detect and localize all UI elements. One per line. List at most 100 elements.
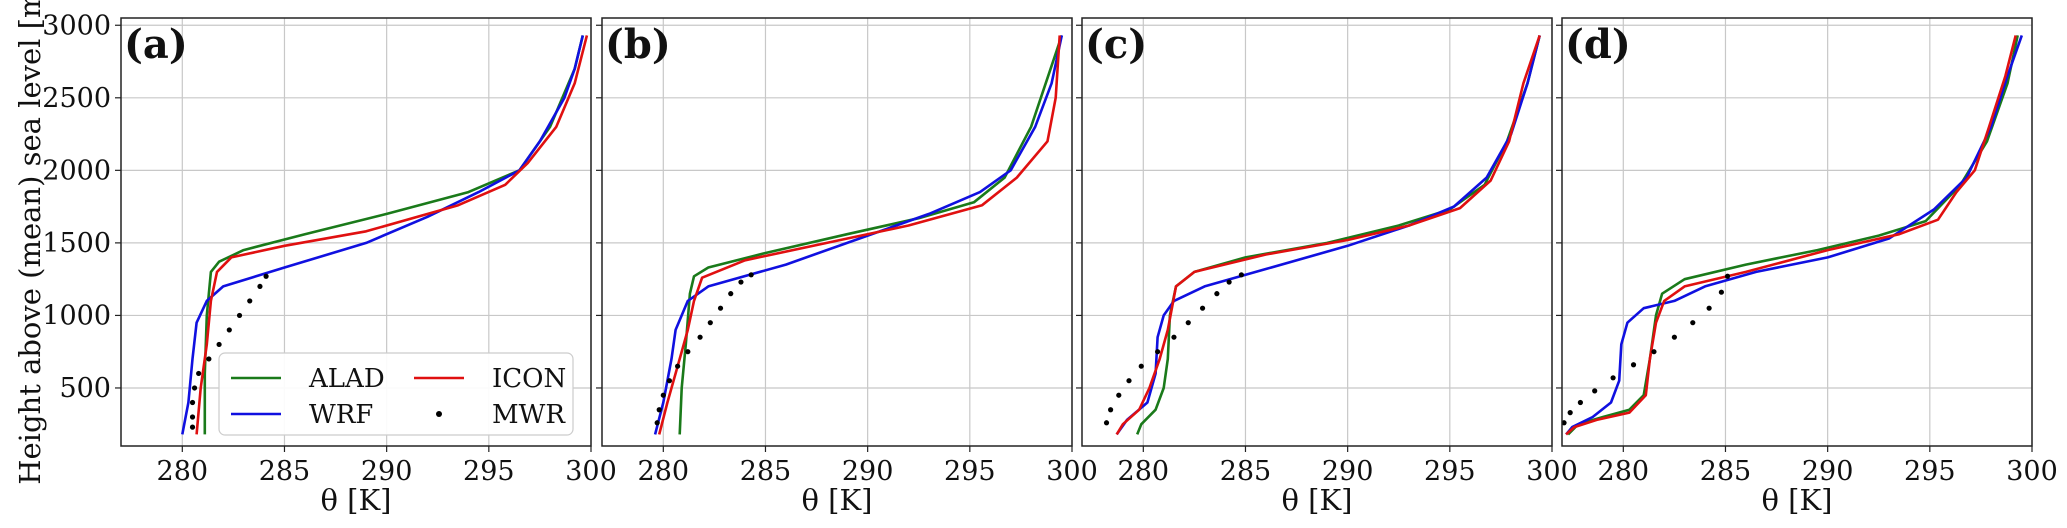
data-point	[717, 305, 724, 311]
data-point	[236, 312, 243, 319]
data-point	[654, 420, 660, 426]
data-point	[748, 272, 754, 278]
plot-frame	[120, 17, 592, 447]
data-point	[1610, 375, 1616, 381]
data-point	[666, 378, 673, 384]
series-line-icon	[1565, 35, 2017, 436]
x-tick-label: 290	[1802, 456, 1854, 487]
legend-marker	[436, 411, 442, 417]
x-tick-label: 300	[2006, 456, 2058, 487]
plot-frame	[1081, 17, 1553, 447]
data-point	[216, 341, 222, 348]
data-point	[257, 283, 263, 290]
x-tick-label: 285	[259, 456, 311, 487]
panel-label: (a)	[124, 21, 188, 68]
data-point	[189, 414, 196, 420]
x-tick-label: 300	[565, 456, 617, 487]
x-axis-title: θ [K]	[321, 483, 392, 517]
y-tick-label: 3000	[42, 10, 111, 41]
data-point	[1126, 378, 1132, 384]
legend-item-wrf: WRF	[231, 400, 373, 430]
data-point	[196, 370, 202, 377]
x-axis-title: θ [K]	[1762, 483, 1833, 517]
y-tick-label: 2500	[42, 83, 111, 114]
x-tick-label: 280	[638, 456, 690, 487]
data-point	[1185, 320, 1191, 326]
panel-1: 280 285 290 295 300 500 1000 1500 2000 2500 3000 θ …	[42, 10, 616, 517]
data-point	[1226, 279, 1232, 285]
y-tick-label: 2000	[42, 155, 111, 186]
series-line-alad	[678, 34, 1064, 435]
legend-item-icon: ICON	[414, 364, 566, 394]
data-point	[656, 407, 662, 413]
series-mwr	[654, 272, 754, 426]
x-tick-label: 280	[1598, 456, 1650, 487]
y-tick-label: 1500	[42, 228, 111, 259]
series-line-wrf	[1565, 34, 2024, 436]
data-point	[1577, 399, 1583, 406]
x-tick-label: 300	[1046, 456, 1098, 487]
data-point	[1155, 349, 1161, 355]
data-point	[1138, 363, 1144, 369]
plot-frame	[1561, 17, 2033, 447]
plot-frame	[601, 17, 1073, 447]
data-point	[738, 279, 744, 285]
y-tick-label: 1000	[42, 300, 111, 331]
data-point	[1116, 392, 1122, 398]
series-line-alad	[1567, 35, 2019, 436]
data-point	[1108, 407, 1114, 413]
legend-label: WRF	[309, 400, 373, 430]
x-tick-label: 290	[361, 456, 413, 487]
data-point	[189, 399, 196, 406]
x-tick-label: 295	[463, 456, 515, 487]
panel-label: (c)	[1085, 21, 1147, 68]
x-axis-title: θ [K]	[1282, 483, 1353, 517]
legend-label: ICON	[492, 364, 566, 394]
legend: ALAD WRF ICON MWR	[218, 352, 574, 436]
chart-root: Height above (mean) sea level [m] 280 285 2…	[13, 0, 2058, 517]
legend-label: ALAD	[308, 364, 385, 394]
panel-label: (d)	[1565, 21, 1631, 68]
data-point	[685, 349, 691, 355]
x-tick-label: 290	[1322, 456, 1374, 487]
panel-4: 280 285 290 295 300 θ [K] (d)	[1556, 17, 2058, 517]
y-tick-label: 500	[59, 373, 111, 404]
x-tick-label: 295	[1904, 456, 1956, 487]
x-tick-label: 280	[1118, 456, 1170, 487]
legend-item-alad: ALAD	[231, 364, 385, 394]
data-point	[697, 334, 703, 340]
series-mwr	[1561, 273, 1731, 426]
data-point	[1706, 305, 1712, 311]
x-tick-label: 295	[1424, 456, 1476, 487]
x-tick-label: 300	[1526, 456, 1578, 487]
data-point	[1630, 362, 1637, 368]
panel-3: 280 285 290 295 300 θ [K] (c)	[1076, 17, 1578, 517]
data-point	[1171, 334, 1177, 340]
data-point	[1724, 273, 1731, 279]
series-line-icon	[657, 35, 1061, 435]
series-mwr	[189, 273, 269, 430]
x-tick-label: 295	[944, 456, 996, 487]
x-tick-label: 285	[1220, 456, 1272, 487]
data-point	[206, 356, 212, 362]
data-point	[1103, 420, 1110, 426]
series-mwr	[1103, 272, 1244, 426]
y-axis-title: Height above (mean) sea level [m]	[13, 0, 47, 485]
x-tick-label: 285	[1700, 456, 1752, 487]
panel-2: 280 285 290 295 300 θ [K] (b)	[596, 17, 1098, 517]
series-line-wrf	[181, 35, 585, 435]
data-point	[1690, 320, 1696, 326]
data-point	[1651, 349, 1657, 355]
data-point	[247, 298, 253, 304]
data-point	[728, 291, 734, 297]
data-point	[1592, 388, 1598, 394]
series-line-icon	[1115, 34, 1541, 436]
series-line-wrf	[653, 35, 1064, 435]
data-point	[189, 424, 196, 430]
data-point	[263, 273, 269, 279]
data-point	[675, 363, 681, 369]
data-point	[226, 327, 232, 333]
data-point	[1567, 410, 1573, 416]
x-tick-label: 290	[842, 456, 894, 487]
